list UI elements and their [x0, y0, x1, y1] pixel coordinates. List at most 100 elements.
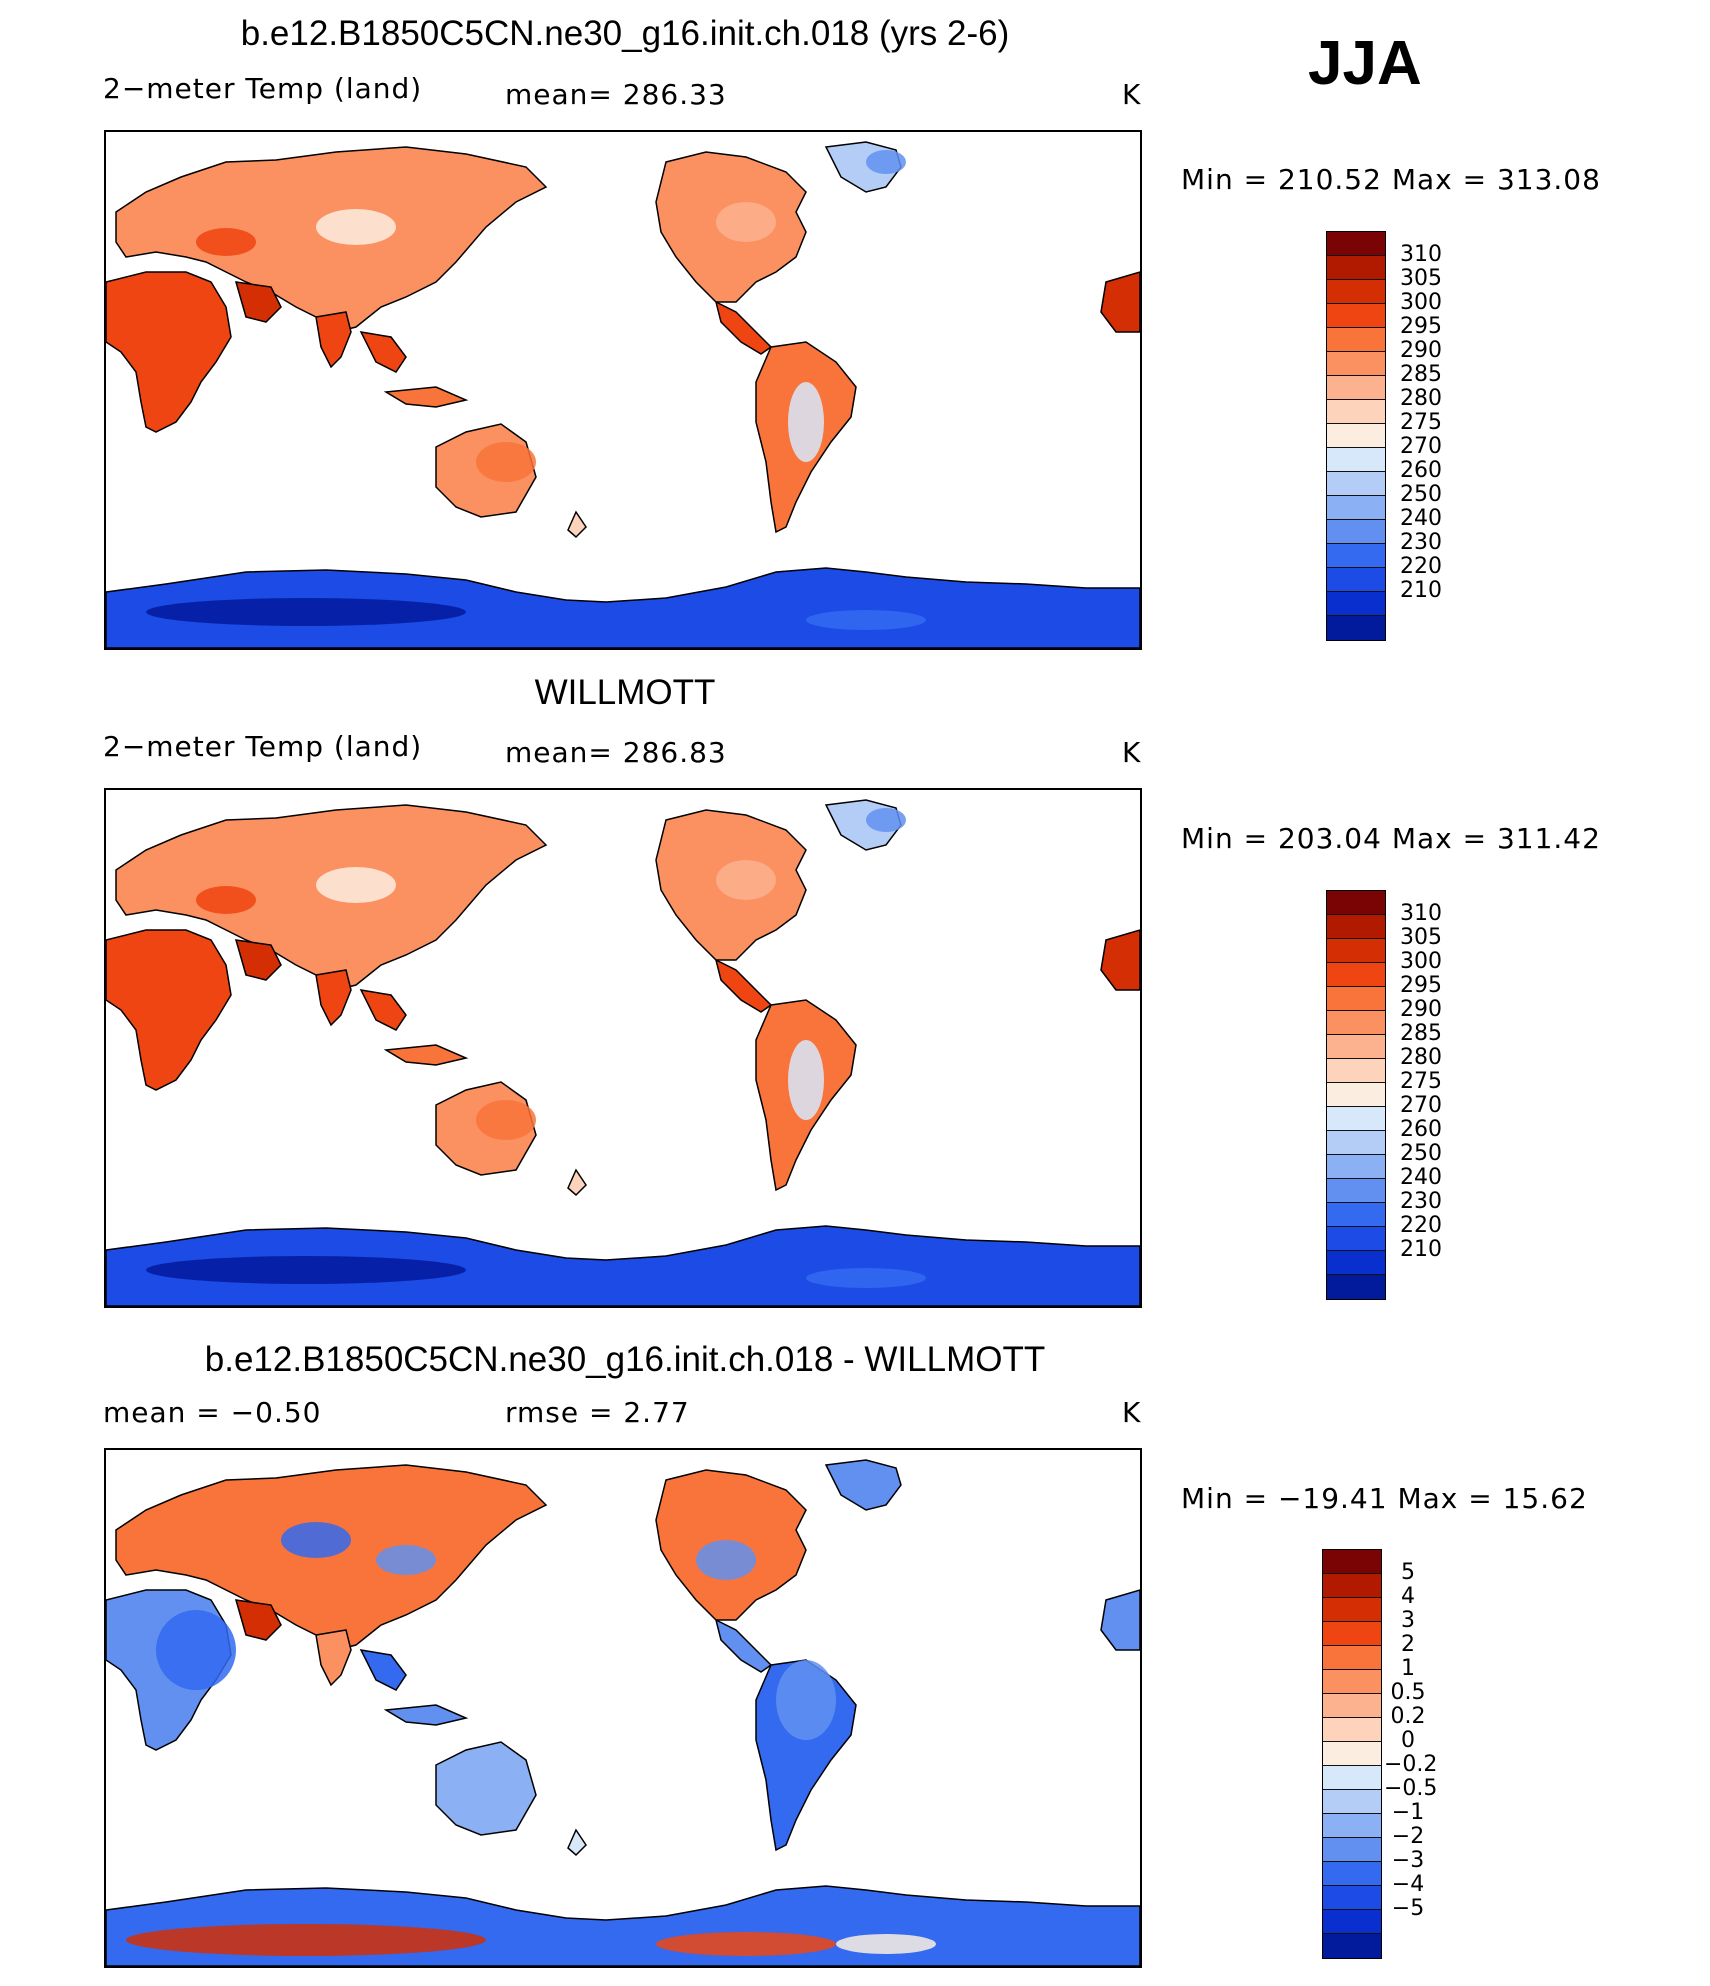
colorbar-label: 310	[1400, 242, 1442, 267]
colorbar-label: 5	[1401, 1560, 1415, 1585]
colorbar-label: 290	[1400, 338, 1442, 363]
colorbar-box	[1327, 1179, 1385, 1203]
colorbar-box	[1323, 1646, 1381, 1670]
field-anomaly	[696, 1540, 756, 1580]
landmass-indonesia	[383, 1704, 469, 1726]
panel-2-map	[104, 788, 1142, 1308]
field-anomaly	[316, 867, 396, 903]
colorbar-label: 230	[1400, 1189, 1442, 1214]
colorbar-label: 280	[1400, 1045, 1442, 1070]
colorbar-box	[1327, 1011, 1385, 1035]
colorbar-box	[1327, 1227, 1385, 1251]
colorbar-box	[1327, 376, 1385, 400]
colorbar-box	[1327, 1131, 1385, 1155]
colorbar-label: 0	[1401, 1728, 1415, 1753]
colorbar-label: 210	[1400, 578, 1442, 603]
landmass-westafrica_right	[1100, 929, 1140, 991]
colorbar-label: 260	[1400, 1117, 1442, 1142]
colorbar-box	[1323, 1886, 1381, 1910]
panel-2-min-max: Min = 203.04 Max = 311.42	[1181, 822, 1601, 855]
colorbar-label: 300	[1400, 949, 1442, 974]
colorbar-label: 310	[1400, 901, 1442, 926]
panel-1-map	[104, 130, 1142, 650]
colorbar-box	[1323, 1574, 1381, 1598]
colorbar-box	[1323, 1862, 1381, 1886]
colorbar-box	[1323, 1598, 1381, 1622]
field-anomaly	[716, 202, 776, 242]
panel-1-units: K	[1122, 78, 1142, 111]
panel-3-rmse-label: rmse = 2.77	[505, 1396, 690, 1429]
colorbar-label: 280	[1400, 386, 1442, 411]
colorbar-box	[1327, 232, 1385, 256]
panel-1-mean-label: mean= 286.33	[505, 78, 727, 111]
panel-2-map-svg	[106, 799, 1140, 1306]
colorbar-label: 285	[1400, 1021, 1442, 1046]
colorbar-label: 0.2	[1390, 1704, 1426, 1729]
colorbar-box	[1327, 1107, 1385, 1131]
colorbar-label: 250	[1400, 1141, 1442, 1166]
colorbar-box	[1327, 1059, 1385, 1083]
colorbar-box	[1323, 1910, 1381, 1934]
colorbar-box	[1327, 328, 1385, 352]
colorbar-label: 260	[1400, 458, 1442, 483]
colorbar-box	[1323, 1790, 1381, 1814]
panel-3-colorbar	[1322, 1549, 1382, 1959]
landmass-seasia	[359, 331, 407, 373]
colorbar-label: 270	[1400, 434, 1442, 459]
panel-2-mean-label: mean= 286.83	[505, 736, 727, 769]
colorbar-label: 285	[1400, 362, 1442, 387]
field-anomaly	[806, 610, 926, 630]
colorbar-label: −0.2	[1384, 1752, 1438, 1777]
field-anomaly	[196, 228, 256, 256]
colorbar-box	[1327, 891, 1385, 915]
landmass-arabia	[234, 939, 282, 981]
colorbar-box	[1323, 1838, 1381, 1862]
field-anomaly	[476, 442, 536, 482]
landmass-africa	[106, 929, 232, 1091]
colorbar-box	[1327, 616, 1385, 640]
landmass-camerica	[714, 958, 773, 1013]
landmass-camerica	[714, 300, 773, 355]
colorbar-label: 300	[1400, 290, 1442, 315]
colorbar-label: 295	[1400, 314, 1442, 339]
colorbar-label: −2	[1391, 1824, 1425, 1849]
colorbar-label: −1	[1391, 1800, 1425, 1825]
colorbar-box	[1327, 1275, 1385, 1299]
colorbar-box	[1327, 352, 1385, 376]
landmass-arabia	[234, 1599, 282, 1641]
panel-1-title: b.e12.B1850C5CN.ne30_g16.init.ch.018 (yr…	[240, 14, 1010, 53]
colorbar-label: 295	[1400, 973, 1442, 998]
colorbar-box	[1323, 1622, 1381, 1646]
landmass-nz	[567, 1168, 587, 1197]
colorbar-box	[1327, 1035, 1385, 1059]
field-anomaly	[788, 382, 824, 462]
field-anomaly	[146, 598, 466, 626]
panel-3-mean-label: mean = −0.50	[103, 1396, 322, 1429]
field-anomaly	[476, 1100, 536, 1140]
colorbar-label: 275	[1400, 1069, 1442, 1094]
colorbar-box	[1327, 304, 1385, 328]
landmass-westafrica_right	[1100, 1589, 1140, 1651]
landmass-camerica	[714, 1618, 773, 1673]
landmass-seasia	[359, 989, 407, 1031]
colorbar-box	[1327, 496, 1385, 520]
colorbar-label: 0.5	[1390, 1680, 1426, 1705]
colorbar-label: 3	[1401, 1608, 1415, 1633]
panel-1-colorbar	[1326, 231, 1386, 641]
field-anomaly	[156, 1610, 236, 1690]
field-anomaly	[316, 209, 396, 245]
colorbar-box	[1323, 1814, 1381, 1838]
colorbar-label: 230	[1400, 530, 1442, 555]
landmass-indonesia	[383, 1044, 469, 1066]
colorbar-box	[1327, 1203, 1385, 1227]
field-anomaly	[866, 808, 906, 832]
panel-2-colorbar	[1326, 890, 1386, 1300]
colorbar-label: 220	[1400, 554, 1442, 579]
field-anomaly	[866, 150, 906, 174]
field-anomaly	[788, 1040, 824, 1120]
colorbar-box	[1323, 1766, 1381, 1790]
colorbar-label: 305	[1400, 266, 1442, 291]
colorbar-box	[1327, 424, 1385, 448]
field-anomaly	[126, 1924, 486, 1956]
panel-2-title: WILLMOTT	[534, 673, 716, 712]
